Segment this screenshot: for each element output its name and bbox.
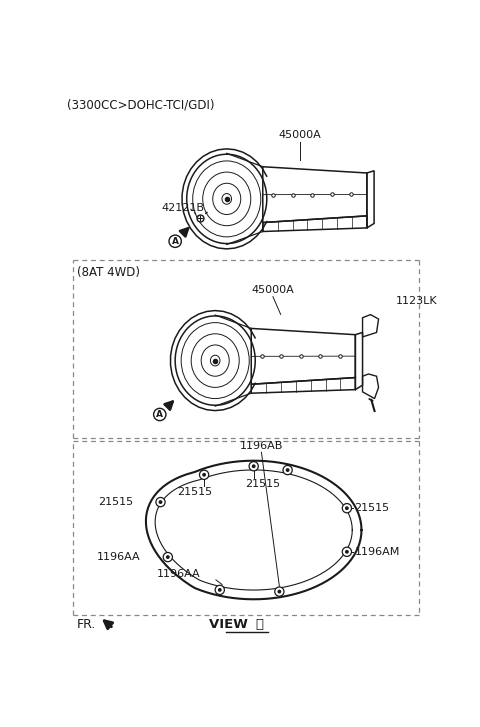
Text: 45000A: 45000A [252,285,294,295]
Circle shape [166,555,170,559]
Circle shape [200,470,209,479]
Text: 21515: 21515 [177,487,213,497]
Circle shape [286,468,289,472]
Text: VIEW: VIEW [209,618,252,631]
Circle shape [275,587,284,596]
Circle shape [342,504,351,513]
Text: 1196AM: 1196AM [355,547,400,557]
Text: 21515: 21515 [355,503,390,513]
Text: (3300CC>DOHC-TCI/GDI): (3300CC>DOHC-TCI/GDI) [67,98,215,111]
Circle shape [342,547,351,556]
Text: 1123LK: 1123LK [396,296,438,305]
Circle shape [249,462,258,471]
Circle shape [218,588,222,592]
Circle shape [345,550,349,554]
Circle shape [215,585,224,595]
Circle shape [156,497,165,507]
Text: 45000A: 45000A [278,129,321,140]
Circle shape [283,465,292,475]
Circle shape [277,590,281,593]
Text: 21515: 21515 [245,478,280,489]
Text: A: A [156,410,163,419]
Text: 21515: 21515 [98,497,133,507]
Text: 1196AA: 1196AA [97,552,141,562]
Circle shape [345,506,349,510]
Circle shape [163,553,172,562]
Text: A: A [172,237,179,246]
Circle shape [158,500,162,504]
Text: FR.: FR. [77,618,96,631]
Text: (8AT 4WD): (8AT 4WD) [77,266,140,279]
Text: 1196AA: 1196AA [157,569,201,579]
Circle shape [202,473,206,477]
Text: Ⓐ: Ⓐ [255,618,263,631]
Text: 42121B: 42121B [161,203,204,213]
Text: 1196AB: 1196AB [240,441,283,451]
Circle shape [252,465,256,468]
